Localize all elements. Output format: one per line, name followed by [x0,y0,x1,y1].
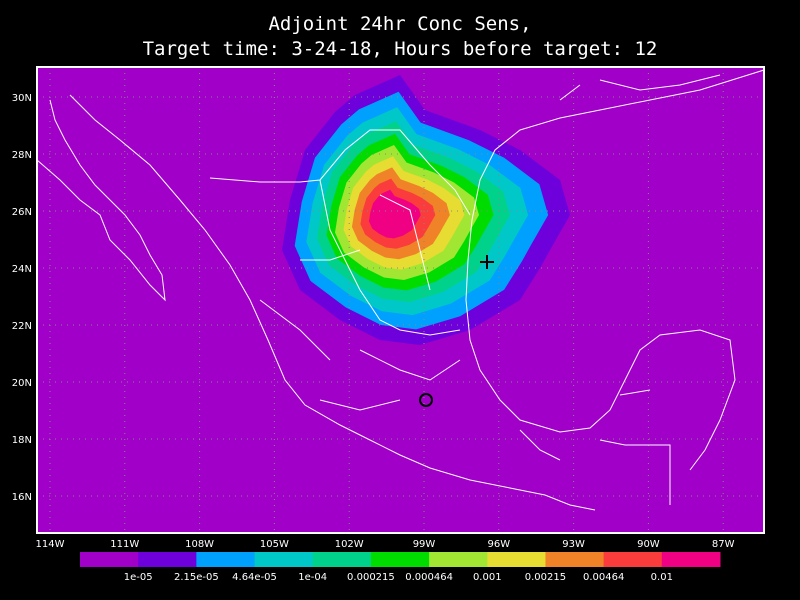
colorbar-label: 0.001 [473,572,502,583]
lon-tick-label: 114W [36,539,65,550]
lon-tick-label: 102W [335,539,364,550]
colorbar-label: 2.15e-05 [174,572,219,583]
lon-tick-label: 99W [413,539,436,550]
colorbar-swatch [545,552,605,567]
lat-tick-label: 30N [12,93,32,104]
colorbar-swatch [312,552,372,567]
title-line: Target time: 3-24-18, Hours before targe… [143,38,658,60]
lat-tick-label: 20N [12,378,32,389]
colorbar-label: 0.01 [651,572,673,583]
lat-tick-label: 26N [12,207,32,218]
lon-tick-label: 93W [562,539,585,550]
state-line [519,74,721,461]
source-marker [419,393,433,407]
colorbar-label: 0.000464 [405,572,453,583]
lat-tick-label: 28N [12,150,32,161]
colorbar-label: 0.00215 [525,572,566,583]
title-line: Adjoint 24hr Conc Sens, [268,13,531,35]
colorbar-swatch [661,552,721,567]
colorbar-label: 1e-05 [124,572,153,583]
state-line [259,179,461,411]
contour-level [368,189,421,239]
lon-tick-label: 108W [185,539,214,550]
target-marker [480,255,494,269]
colorbar-label: 0.000215 [347,572,395,583]
colorbar-swatch [254,552,314,567]
colorbar-swatch [487,552,546,567]
coastline [37,99,166,302]
border [209,129,471,216]
lon-tick-label: 96W [487,539,510,550]
lon-tick-label: 90W [637,539,660,550]
lon-tick-label: 111W [110,539,139,550]
border [599,439,671,505]
coastline [69,94,596,511]
colorbar-label: 4.64e-05 [232,572,277,583]
lon-tick-label: 87W [712,539,735,550]
colorbar-swatch [603,552,663,567]
coastline [465,69,764,471]
colorbar-swatch [370,552,430,567]
plot-frame [36,66,765,534]
lat-tick-label: 22N [12,321,32,332]
colorbar-swatch [80,552,139,567]
colorbar-swatch [138,552,197,567]
colorbar-swatch [429,552,488,567]
colorbar-label: 1e-04 [298,572,327,583]
lon-tick-label: 105W [260,539,289,550]
lat-tick-label: 18N [12,435,32,446]
lat-tick-label: 16N [12,492,32,503]
plot-area [37,67,764,533]
colorbar-swatch [196,552,256,567]
lat-tick-label: 24N [12,264,32,275]
coastlines [37,69,764,511]
colorbar-label: 0.00464 [583,572,624,583]
